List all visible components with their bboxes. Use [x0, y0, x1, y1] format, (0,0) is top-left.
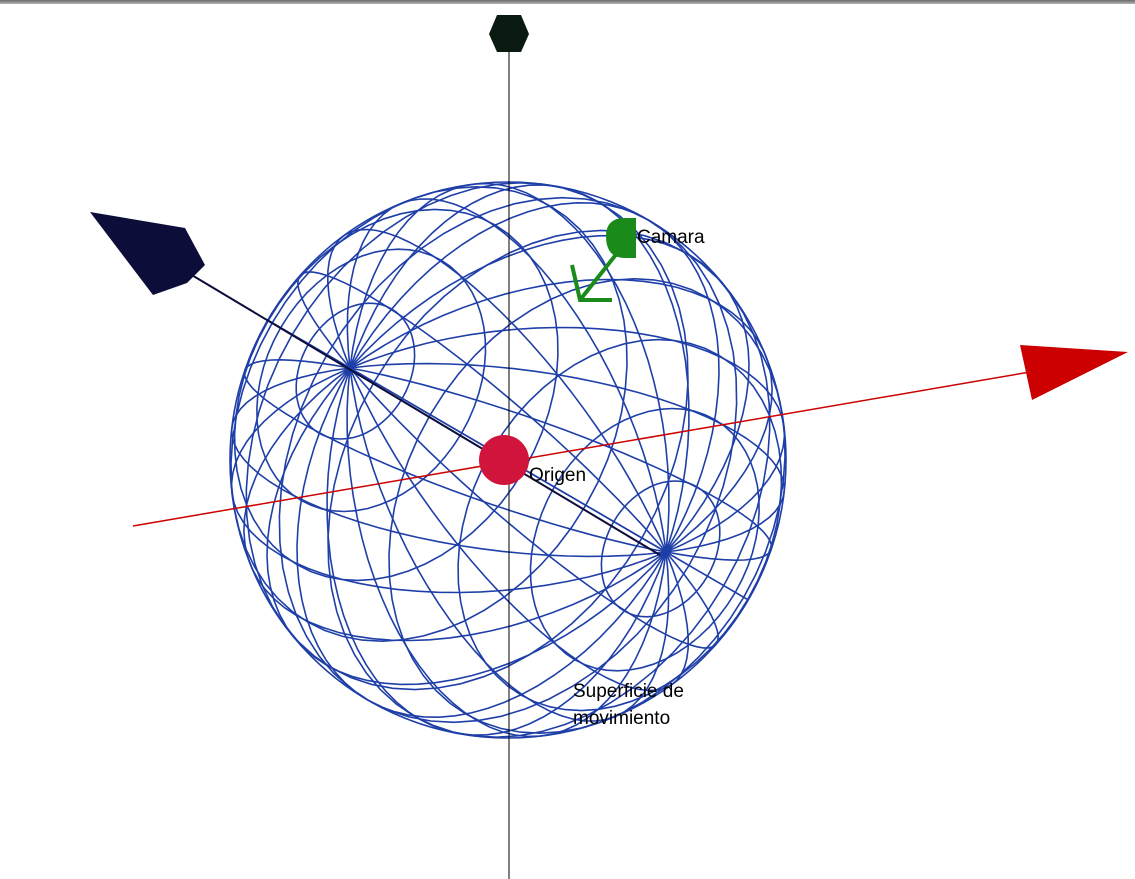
- sphere-meridian: [349, 201, 720, 553]
- sphere-outline: [229, 181, 787, 739]
- sphere-parallel: [327, 229, 771, 739]
- sphere-meridian: [349, 367, 720, 649]
- vertical-axis-arrowhead: [489, 15, 529, 52]
- motion-surface-sphere: [229, 181, 787, 739]
- camera-label: Camara: [637, 227, 705, 248]
- diagonal-axis-arrowhead: [90, 212, 205, 295]
- sphere-meridian: [349, 367, 690, 692]
- sphere-parallel: [295, 302, 416, 440]
- window-top-border: [0, 0, 1135, 4]
- diagonal-axis: [174, 264, 661, 556]
- origin-dot-icon[interactable]: [479, 435, 529, 485]
- sphere-parallel: [600, 480, 721, 618]
- sphere-parallel: [233, 208, 559, 582]
- sphere-parallel: [230, 185, 628, 643]
- sphere-parallel: [256, 248, 487, 513]
- sphere-parallel: [245, 181, 689, 691]
- sphere-meridian: [296, 271, 667, 553]
- sphere-meridian: [296, 367, 667, 719]
- sphere-parallel: [388, 277, 786, 735]
- surface-label-line2: movimiento: [573, 708, 670, 729]
- surface-label-line1: Superficie de: [573, 681, 684, 702]
- sphere-meridian: [326, 228, 667, 553]
- sphere-parallel: [529, 407, 760, 672]
- camera-marker-icon[interactable]: [570, 218, 636, 302]
- red-axis-arrowhead: [1020, 345, 1128, 400]
- origin-label: Origen: [529, 465, 586, 486]
- red-axis: [132, 371, 1031, 527]
